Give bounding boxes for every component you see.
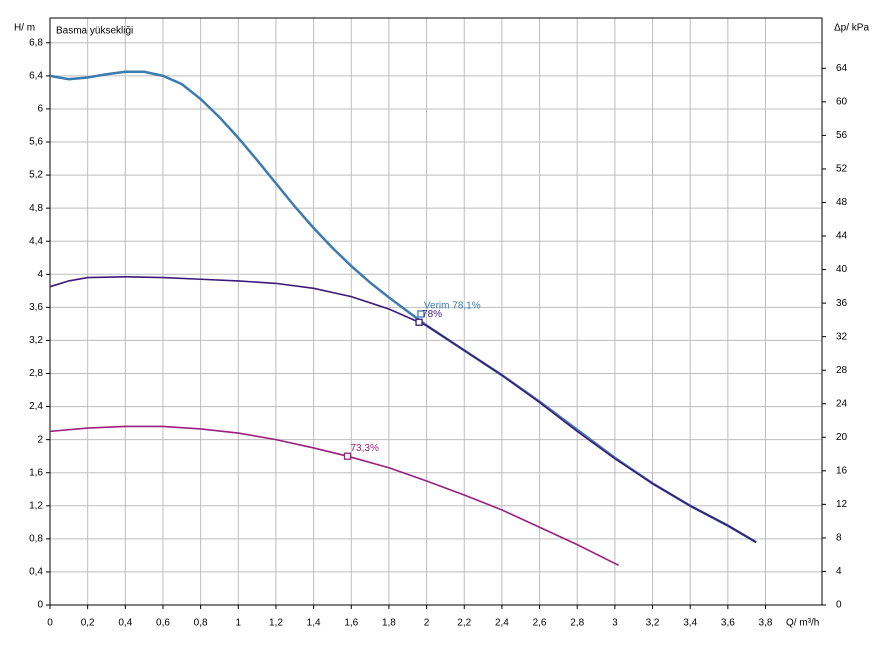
operating-point bbox=[343, 452, 352, 460]
y2-tick-label: 20 bbox=[836, 432, 848, 443]
y-tick-label: 0,4 bbox=[29, 567, 43, 578]
y-tick-label: 0 bbox=[37, 600, 43, 611]
y2-axis-label: Δp/ kPa bbox=[834, 23, 869, 34]
x-tick-label: 0,6 bbox=[156, 618, 170, 629]
y2-tick-label: 0 bbox=[836, 600, 842, 611]
x-axis-label: Q/ m³/h bbox=[786, 618, 819, 629]
y-tick-label: 3,2 bbox=[29, 335, 43, 346]
curve bbox=[49, 70, 757, 544]
y2-tick-label: 48 bbox=[836, 197, 848, 208]
y-tick-label: 4,8 bbox=[29, 203, 43, 214]
y-tick-label: 3,6 bbox=[29, 302, 43, 313]
curve bbox=[49, 275, 757, 543]
y2-tick-label: 60 bbox=[836, 96, 848, 107]
x-tick-label: 3 bbox=[612, 618, 618, 629]
x-tick-label: 3,4 bbox=[683, 618, 697, 629]
x-tick-label: 0,8 bbox=[194, 618, 208, 629]
y2-tick-label: 24 bbox=[836, 398, 848, 409]
y2-tick-label: 52 bbox=[836, 164, 848, 175]
y2-tick-label: 16 bbox=[836, 465, 848, 476]
y2-tick-label: 36 bbox=[836, 298, 848, 309]
y2-tick-label: 44 bbox=[836, 231, 848, 242]
y-tick-label: 0,8 bbox=[29, 533, 43, 544]
y-tick-label: 5,6 bbox=[29, 137, 43, 148]
plot-frame bbox=[49, 17, 823, 606]
y-tick-label: 1,6 bbox=[29, 467, 43, 478]
y-tick-label: 6 bbox=[37, 104, 43, 115]
chart-title: Basma yüksekliği bbox=[56, 26, 133, 37]
x-tick-label: 2,2 bbox=[457, 618, 471, 629]
annotation: 73,3% bbox=[351, 443, 379, 454]
x-tick-label: 2 bbox=[424, 618, 430, 629]
y2-tick-label: 8 bbox=[836, 533, 842, 544]
x-tick-label: 1,2 bbox=[269, 618, 283, 629]
x-tick-label: 1,6 bbox=[344, 618, 358, 629]
operating-point bbox=[417, 310, 425, 318]
annotation: 78% bbox=[422, 309, 442, 320]
x-tick-label: 1,8 bbox=[382, 618, 396, 629]
x-tick-label: 3,6 bbox=[721, 618, 735, 629]
curve bbox=[49, 425, 620, 567]
x-tick-label: 1,4 bbox=[307, 618, 321, 629]
x-tick-label: 3,2 bbox=[646, 618, 660, 629]
operating-point bbox=[415, 318, 423, 326]
y2-tick-label: 40 bbox=[836, 264, 848, 275]
y-tick-label: 1,2 bbox=[29, 500, 43, 511]
x-tick-label: 3,8 bbox=[759, 618, 773, 629]
y2-tick-label: 28 bbox=[836, 365, 848, 376]
y-tick-label: 2,8 bbox=[29, 368, 43, 379]
y-tick-label: 6,4 bbox=[29, 71, 43, 82]
x-tick-label: 2,8 bbox=[570, 618, 584, 629]
x-tick-label: 0,2 bbox=[81, 618, 95, 629]
x-tick-label: 0 bbox=[47, 618, 53, 629]
y-tick-label: 4,4 bbox=[29, 236, 43, 247]
y-tick-label: 2,4 bbox=[29, 401, 43, 412]
y2-tick-label: 32 bbox=[836, 331, 848, 342]
annotation: Verim 78,1% bbox=[424, 301, 481, 312]
y2-tick-label: 64 bbox=[836, 63, 848, 74]
y2-tick-label: 56 bbox=[836, 130, 848, 141]
y-tick-label: 4 bbox=[37, 269, 43, 280]
y2-tick-label: 4 bbox=[836, 566, 842, 577]
y-tick-label: 5,2 bbox=[29, 170, 43, 181]
y2-tick-label: 12 bbox=[836, 499, 848, 510]
x-tick-label: 1 bbox=[236, 618, 242, 629]
x-tick-label: 2,6 bbox=[533, 618, 547, 629]
y-tick-label: 6,8 bbox=[29, 37, 43, 48]
x-tick-label: 2,4 bbox=[495, 618, 509, 629]
y-axis-label: H/ m bbox=[14, 23, 35, 34]
y-tick-label: 2 bbox=[37, 434, 43, 445]
x-tick-label: 0,4 bbox=[118, 618, 132, 629]
